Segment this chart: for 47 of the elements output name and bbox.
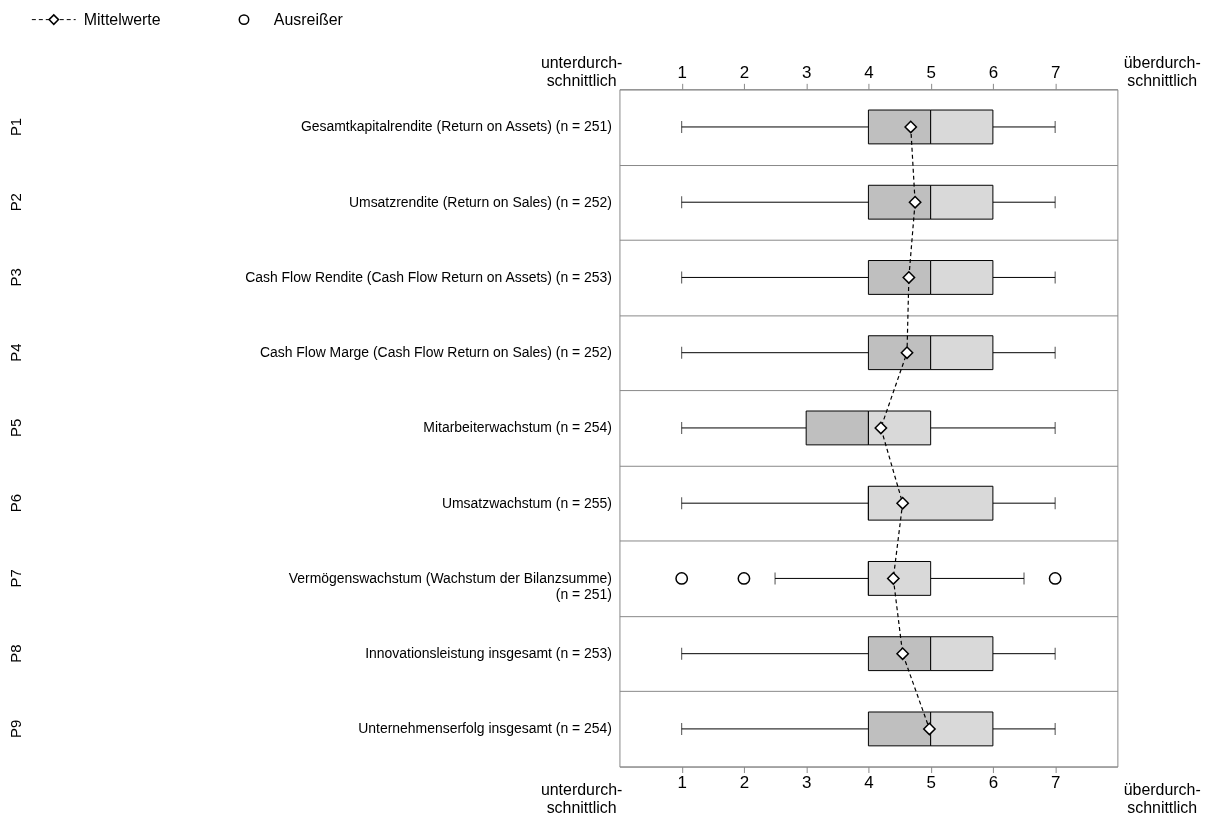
text: überdurch- schnittlich [1123,781,1201,816]
text: unterdurch- schnittlich [540,54,623,90]
point [886,572,900,585]
y-tick-label: Gesamtkapitalrendite (Return on Assets) (n = 251) [300,118,612,135]
x-tick-label: 1 [677,772,687,792]
x2-tick-label: 3 [801,62,812,82]
text: P2 [6,193,24,212]
x-tick-label: 4 [864,772,874,792]
y-tick-label: Vermögenswachstum (Wachstum der Bilanzsumme) (n = 251) [288,569,612,602]
point [902,271,916,284]
point [896,647,910,661]
y-tick-label: Umsatzwachstum (n = 255) [441,494,612,511]
text: P5 [6,418,24,438]
point [896,496,910,510]
text: überdurch- schnittlich [1123,54,1201,90]
point [874,421,888,435]
x-tick-label: 2 [739,772,750,792]
x2-tick-label: 4 [864,62,874,82]
x-tick-label: 7 [1050,772,1061,792]
y-tick-label: Unternehmenserfolg insgesamt (n = 254) [358,720,612,737]
legend-label: Ausreißer [273,10,344,28]
y-tick-label: Umsatzrendite (Return on Sales) (n = 252) [348,193,612,210]
y-tick-label: Mitarbeiterwachstum (n = 254) [423,419,612,436]
x-tick-label: 5 [926,772,936,792]
text: P4 [6,343,24,362]
text: P9 [6,719,24,739]
point [908,195,922,209]
x2-tick-label: 6 [988,62,999,82]
x2-tick-label: 7 [1050,62,1061,82]
x2-tick-label: 2 [739,62,750,82]
point [904,120,918,134]
x-tick-label: 3 [801,772,812,792]
text: unterdurch- schnittlich [540,781,623,816]
point [922,722,936,736]
x2-tick-label: 1 [677,62,687,82]
text: P8 [6,644,24,663]
y-tick-label: Cash Flow Rendite (Cash Flow Return on Assets) (n = 253) [245,268,612,285]
point [900,346,914,360]
text: P6 [6,494,24,513]
text: P3 [6,268,24,287]
text: P1 [6,117,24,137]
y-tick-label: Cash Flow Marge (Cash Flow Return on Sales) (n = 252) [259,344,612,361]
x-tick-label: 6 [988,772,999,792]
text: P7 [6,569,24,588]
y-tick-label: Innovationsleistung insgesamt (n = 253) [365,645,612,662]
legend-label: Mittelwerte [83,10,161,28]
x2-tick-label: 5 [926,62,936,82]
